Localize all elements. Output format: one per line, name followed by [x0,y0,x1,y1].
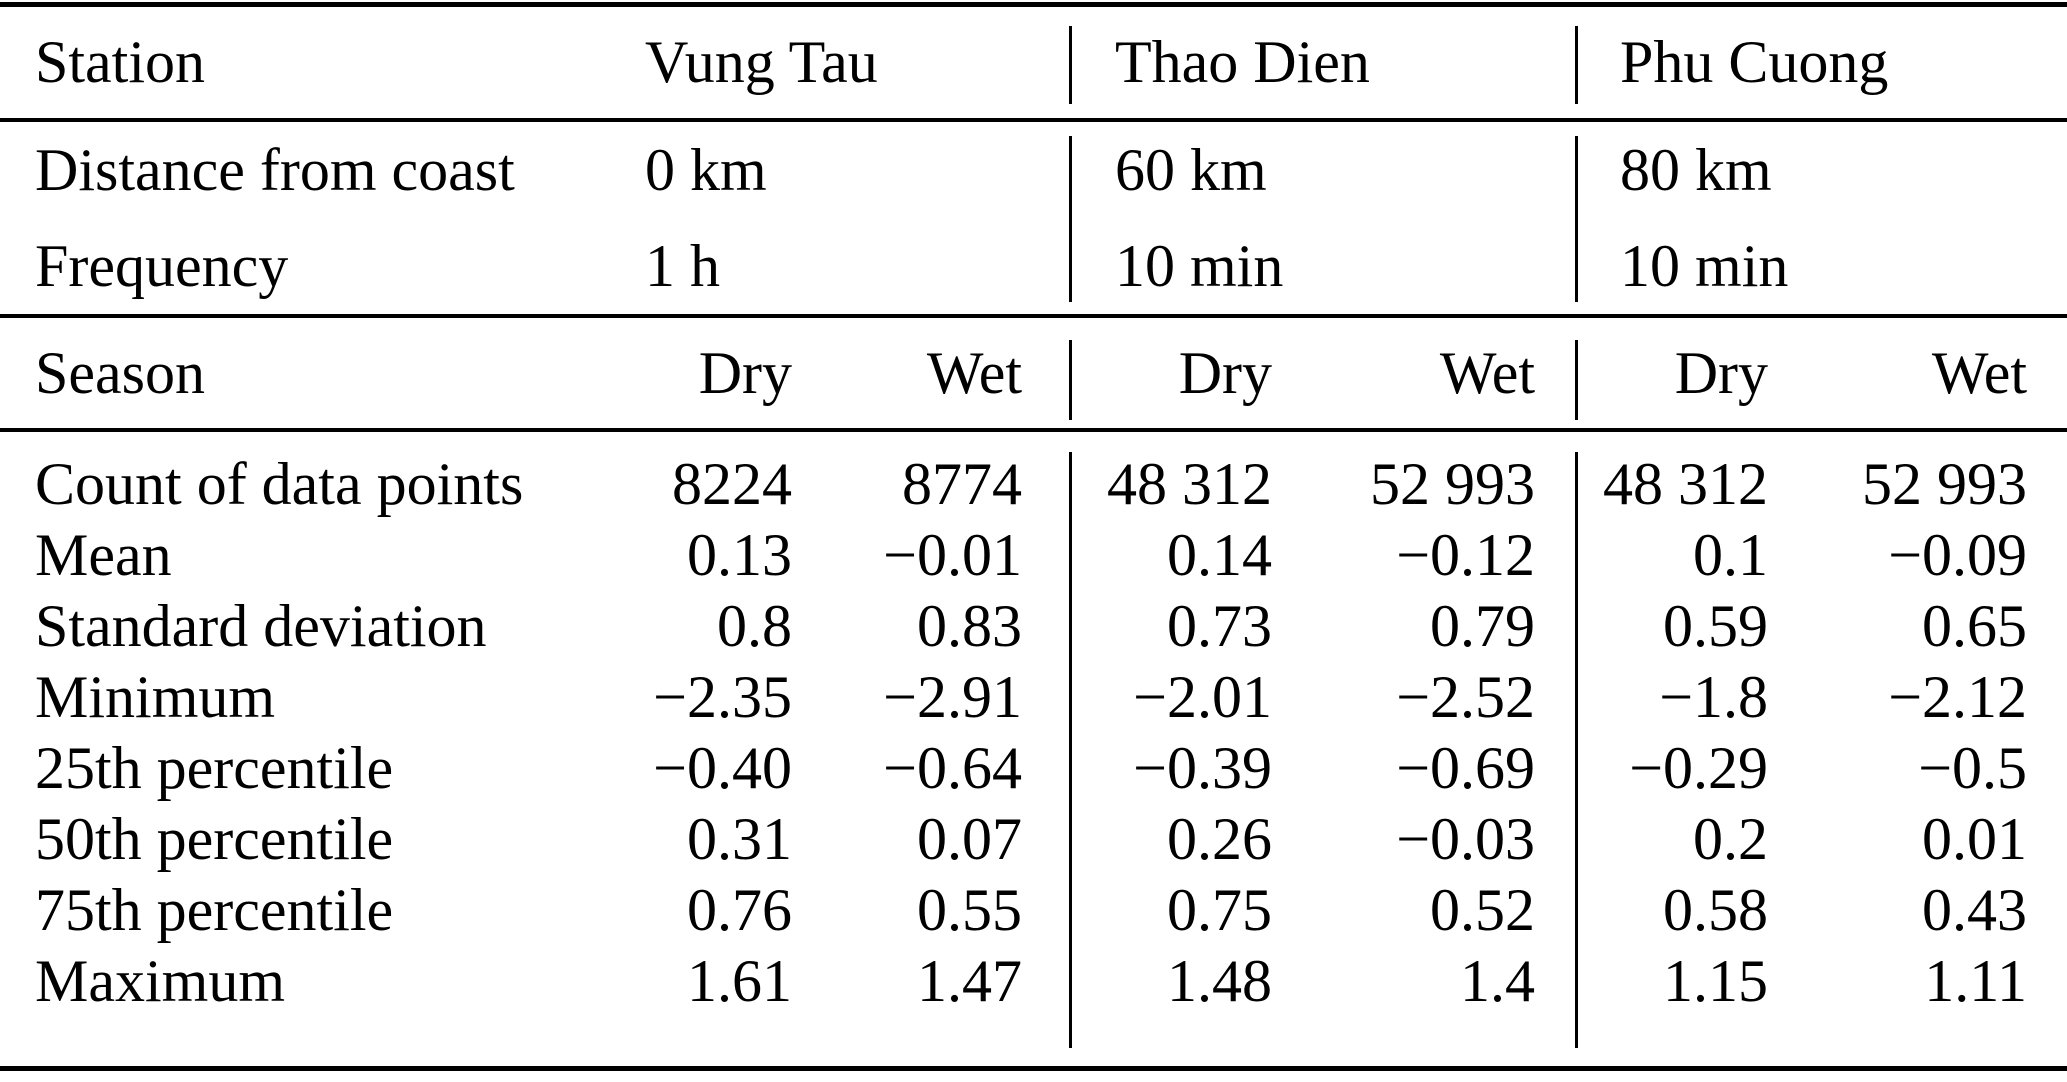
column-separator [1069,136,1072,302]
stat-cell: 1.4 [1460,948,1536,1014]
season-col-header: Wet [1774,314,2067,430]
stat-label: Mean [35,522,172,588]
stat-cell: 0.13 [687,522,792,588]
stat-cell: 1.61 [687,948,792,1014]
season-col-header: Wet [1278,314,1576,430]
column-separator [1575,26,1578,104]
stat-cell: −2.35 [653,664,792,730]
stat-cell: 0.75 [1167,877,1273,943]
stat-row-count: Count of data points 8224 8774 48 312 52… [0,428,2067,520]
stat-label: 75th percentile [35,877,394,943]
season-col-header: Dry [600,314,800,430]
stat-row-maximum: Maximum 1.61 1.47 1.48 1.4 1.15 1.11 [0,946,2067,1017]
stat-row-p50: 50th percentile 0.31 0.07 0.26 −0.03 0.2… [0,804,2067,875]
stat-cell: 48 312 [1575,428,1775,520]
stat-cell: 0.65 [1922,593,2028,659]
frequency-value: 1 h [645,232,720,299]
season-label: Season [0,314,600,430]
stat-cell: 0.83 [917,593,1023,659]
stat-cell: 0.73 [1167,593,1273,659]
stat-cell: 0.55 [917,877,1023,943]
season-col-header: Dry [1070,314,1279,430]
distance-row: Distance from coast 0 km 60 km 80 km [0,118,2067,218]
stat-cell: 0.31 [687,806,792,872]
frequency-row: Frequency 1 h 10 min 10 min [0,218,2067,316]
column-separator [1069,26,1072,104]
stat-cell: 1.15 [1663,948,1769,1014]
stat-label: Minimum [35,664,276,730]
distance-value: 80 km [1575,118,2067,218]
stat-cell: 0.59 [1663,593,1769,659]
distance-value: 60 km [1070,118,1576,218]
stat-label: 25th percentile [35,735,394,801]
stat-cell: 0.76 [687,877,792,943]
stat-cell: −0.40 [653,735,792,801]
stat-cell: 0.1 [1693,522,1769,588]
bottom-rule [0,1066,2067,1071]
frequency-value: 10 min [1620,232,1789,299]
stat-row-mean: Mean 0.13 −0.01 0.14 −0.12 0.1 −0.09 [0,520,2067,591]
frequency-label: Frequency [35,232,289,299]
column-separator [1575,340,1578,420]
frequency-value: 10 min [1115,232,1284,299]
stat-cell: 52 993 [1774,428,2067,520]
stat-cell: −0.03 [1396,806,1536,872]
station-header-label: Station [35,29,206,95]
stat-cell: 0.01 [1922,806,2028,872]
stat-cell: −0.5 [1918,735,2028,801]
stat-cell: −0.39 [1133,735,1273,801]
stat-row-p25: 25th percentile −0.40 −0.64 −0.39 −0.69 … [0,733,2067,804]
stat-cell: 0.2 [1693,806,1769,872]
stat-cell: 0.26 [1167,806,1273,872]
stat-cell: −0.09 [1888,522,2028,588]
stat-cell: −0.29 [1629,735,1769,801]
column-separator [1069,452,1072,1048]
stat-cell: −1.8 [1659,664,1769,730]
stat-label: 50th percentile [35,806,394,872]
stat-cell: −0.12 [1396,522,1536,588]
station-name-vung-tau: Vung Tau [645,29,878,95]
stat-cell: 52 993 [1278,428,1576,520]
stat-cell: −0.69 [1396,735,1536,801]
column-separator [1069,340,1072,420]
stat-row-std: Standard deviation 0.8 0.83 0.73 0.79 0.… [0,591,2067,662]
distance-value: 0 km [600,118,1071,218]
stat-cell: 0.79 [1430,593,1536,659]
stat-cell: 0.8 [717,593,792,659]
stat-cell: 1.47 [917,948,1023,1014]
stat-cell: 1.11 [1924,948,2028,1014]
stat-row-p75: 75th percentile 0.76 0.55 0.75 0.52 0.58… [0,875,2067,946]
stat-cell: 0.14 [1167,522,1273,588]
distance-label: Distance from coast [0,118,600,218]
stat-cell: 0.58 [1663,877,1769,943]
stat-cell: −0.64 [883,735,1023,801]
season-col-header: Dry [1575,314,1775,430]
stat-cell: 0.52 [1430,877,1536,943]
stat-label: Standard deviation [35,593,487,659]
stat-label: Count of data points [0,428,600,520]
stat-cell: 0.43 [1922,877,2028,943]
season-header-row: Season Dry Wet Dry Wet Dry Wet [0,314,2067,430]
stat-cell: 8224 [600,428,800,520]
stat-label: Maximum [35,948,285,1014]
stat-cell: 8774 [800,428,1071,520]
stat-cell: −2.91 [883,664,1023,730]
stat-cell: 1.48 [1167,948,1273,1014]
station-name-thao-dien: Thao Dien [1115,29,1370,95]
stat-row-minimum: Minimum −2.35 −2.91 −2.01 −2.52 −1.8 −2.… [0,662,2067,733]
column-separator [1575,136,1578,302]
station-header-row: Station Vung Tau Thao Dien Phu Cuong [0,5,2067,121]
stat-cell: −2.52 [1396,664,1536,730]
stat-cell: −2.01 [1133,664,1273,730]
column-separator [1575,452,1578,1048]
stat-cell: −0.01 [883,522,1023,588]
stat-cell: −2.12 [1888,664,2028,730]
season-col-header: Wet [800,314,1071,430]
station-name-phu-cuong: Phu Cuong [1620,29,1889,95]
stat-cell: 48 312 [1070,428,1279,520]
statistics-table: Station Vung Tau Thao Dien Phu Cuong Dis… [0,2,2067,1017]
stat-cell: 0.07 [917,806,1023,872]
